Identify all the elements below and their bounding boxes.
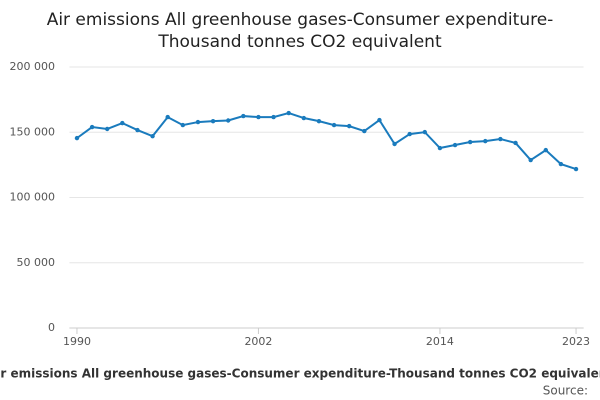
point: [483, 138, 488, 144]
point: [105, 126, 110, 132]
point: [180, 122, 186, 128]
source: Source:: [543, 384, 588, 398]
point: [558, 161, 564, 167]
point: [195, 119, 201, 125]
point: [301, 115, 307, 121]
point: [377, 117, 382, 123]
x-tick-label: 2014: [426, 335, 454, 348]
point: [346, 123, 352, 129]
chart-title: Thousand tonnes CO2 equivalent: [157, 32, 442, 52]
point: [165, 114, 170, 120]
point: [241, 113, 246, 119]
y-tick-label: 150 000: [10, 125, 56, 138]
point: [513, 140, 518, 146]
y-tick-label: 50 000: [17, 256, 56, 269]
x-tick-label: 2002: [244, 335, 272, 348]
point: [271, 114, 276, 120]
point: [135, 127, 140, 133]
point: [286, 110, 291, 116]
series-line: [76, 112, 577, 171]
caption: Air emissions All greenhouse gases-Consu…: [0, 367, 600, 381]
y-tick-label: 100 000: [10, 191, 56, 204]
point: [362, 128, 367, 134]
point: [407, 131, 412, 137]
point: [225, 118, 231, 123]
point: [437, 145, 443, 151]
y-tick-label: 0: [48, 321, 55, 334]
point: [498, 136, 503, 142]
point: [422, 129, 428, 135]
x-tick-label: 1990: [63, 335, 91, 348]
point: [331, 122, 337, 128]
point: [150, 133, 155, 139]
point: [74, 135, 80, 141]
point: [210, 118, 216, 124]
y-tick-label: 200 000: [10, 60, 56, 73]
point: [467, 139, 473, 145]
point: [392, 141, 397, 147]
point: [543, 147, 548, 153]
point: [89, 124, 95, 130]
x-tick-label: 2023: [562, 335, 590, 348]
point: [120, 120, 125, 126]
point: [452, 142, 458, 148]
point: [256, 114, 261, 120]
point: [528, 157, 533, 163]
point: [316, 118, 322, 124]
point: [573, 166, 579, 172]
chart-title: Air emissions All greenhouse gases-Consu…: [47, 10, 554, 30]
